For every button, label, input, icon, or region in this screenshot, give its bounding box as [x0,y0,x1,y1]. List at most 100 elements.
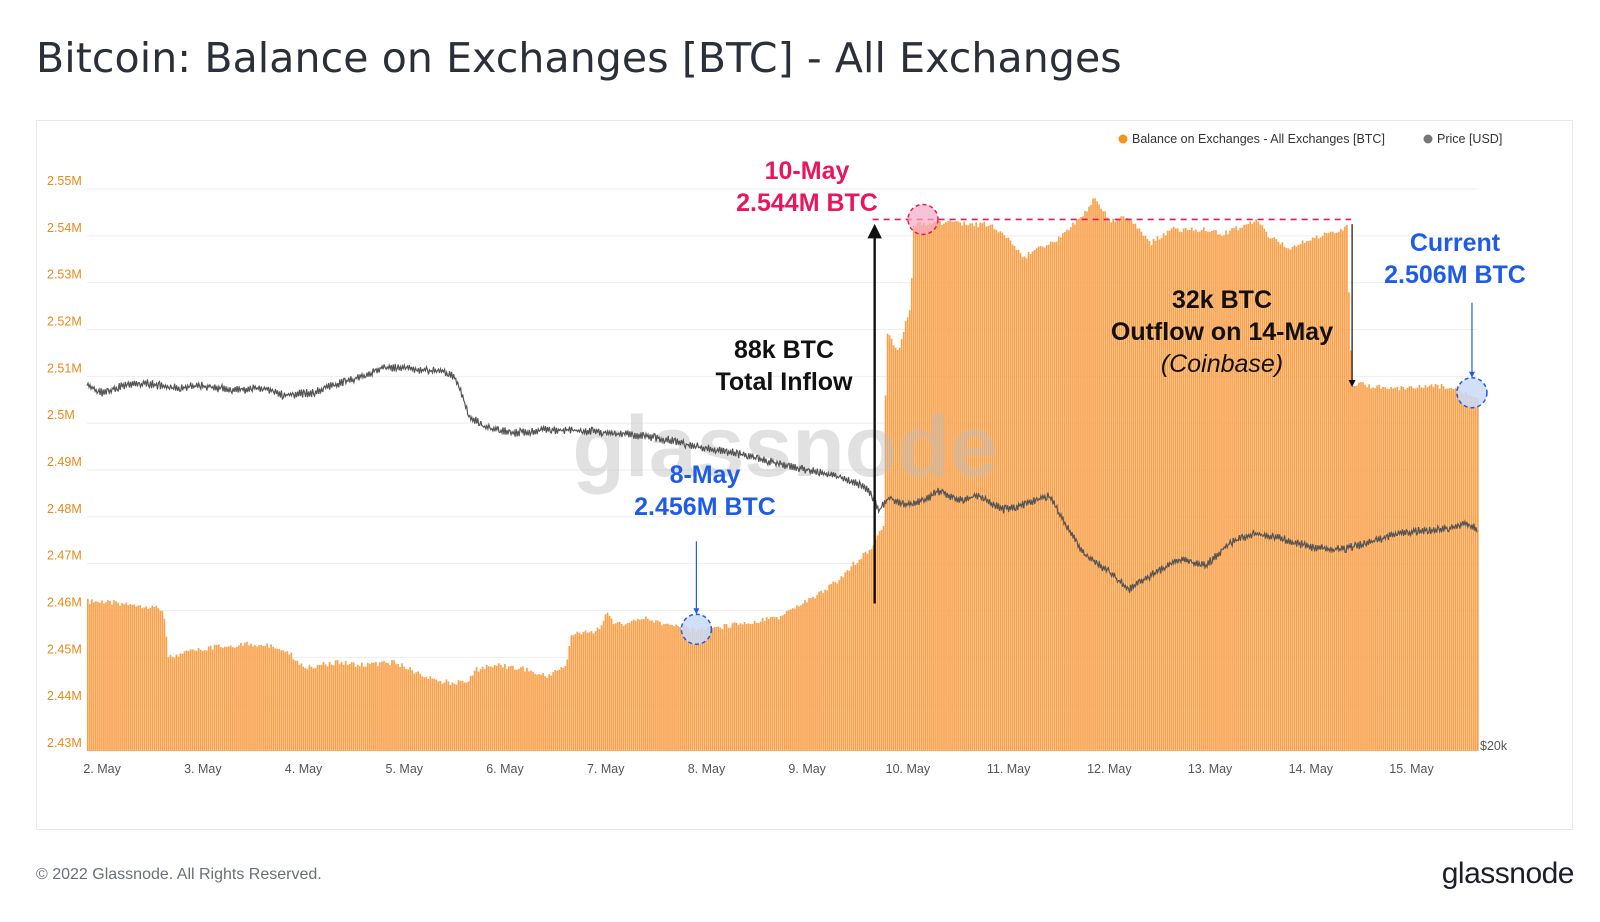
balance-bar [175,654,178,751]
balance-bar [475,666,478,751]
balance-bar [1152,238,1155,751]
balance-bar [1237,230,1239,752]
balance-bar [1245,224,1247,752]
balance-bar [590,631,593,751]
balance-bar [294,660,297,751]
balance-bar [578,632,581,751]
balance-bar [1247,223,1250,752]
balance-bar [872,545,875,751]
y-tick-label: 2.46M [47,596,82,610]
balance-bar [282,650,285,751]
x-tick-label: 15. May [1389,762,1434,776]
balance-bar [691,627,694,751]
balance-bar [391,660,393,751]
balance-bar [465,682,468,751]
balance-bar [300,663,303,751]
balance-bar [842,577,845,751]
balance-bar [1338,232,1340,751]
balance-bar [272,646,274,751]
balance-bar [864,551,867,751]
x-tick-label: 8. May [688,762,726,776]
balance-bar [558,669,561,751]
balance-bar [1442,386,1445,751]
balance-bar [725,623,728,751]
balance-bar [943,223,945,751]
peak-annotation-value: 2.544M BTC [736,189,878,217]
balance-bar [1424,385,1427,751]
balance-bar [1106,217,1108,751]
y-tick-label: 2.54M [47,221,82,235]
x-tick-label: 7. May [587,762,625,776]
balance-bar [975,222,978,752]
balance-bar [127,605,129,751]
balance-bar [508,666,510,751]
balance-bar [868,550,871,751]
balance-bar [1112,218,1115,752]
balance-bar [1390,386,1393,751]
balance-bar [1194,229,1197,752]
x-axis-ticks: 2. May 3. May 4. May 5. May 6. May 7. May 8. M… [83,762,1434,776]
balance-bar [1277,241,1280,751]
balance-bar [1144,235,1147,751]
balance-bar [1386,388,1389,751]
balance-bar [649,620,651,751]
balance-bar [1301,240,1304,751]
balance-bar [360,662,363,751]
balance-bar [433,678,436,751]
balance-bar [981,223,984,751]
balance-bar [701,627,704,751]
balance-bar [542,673,544,751]
balance-bar [866,553,869,751]
balance-bar [1178,231,1181,751]
current-marker-circle [1456,376,1488,409]
balance-bar [211,649,214,751]
balance-bar [1340,228,1342,752]
balance-bar [600,625,603,751]
balance-bars [87,198,1479,752]
outflow-annotation-amount: 32k BTC [1172,286,1272,314]
balance-bar [1432,386,1435,751]
balance-bar [1009,240,1012,751]
balance-bar [1007,237,1010,751]
balance-bar [850,566,853,751]
balance-bar [1388,389,1391,751]
balance-bar [870,549,873,751]
balance-bar [228,646,230,751]
balance-bar [1360,382,1362,751]
balance-bar [415,672,418,751]
balance-bar [310,666,313,751]
balance-bar [1344,226,1346,751]
balance-bar [1285,248,1288,752]
balance-bar [997,232,1000,751]
balance-bar [197,647,200,751]
balance-bar [947,221,949,751]
y-axis-ticks: 2.43M 2.44M 2.45M 2.46M 2.47M 2.48M 2.49M 2.5M 2… [47,174,82,750]
balance-bar [1092,198,1094,752]
balance-bar [963,221,965,751]
balance-bar [385,662,387,751]
balance-bar [1364,384,1366,751]
balance-bar [1462,394,1465,751]
balance-bar [419,673,422,751]
balance-bar [892,345,895,751]
balance-bar [159,610,162,751]
balance-bar [358,666,361,751]
balance-bar [510,665,512,751]
balance-bar [336,659,339,751]
balance-bar [332,665,335,751]
balance-bar [427,678,430,751]
balance-bar [1082,216,1084,752]
balance-bar [173,657,176,751]
balance-bar [512,665,514,751]
balance-bar [155,605,158,751]
balance-bar [238,645,240,751]
balance-bar [457,680,460,751]
balance-bar [375,661,377,751]
balance-bar [97,601,99,751]
balance-bar [1235,226,1237,752]
balance-bar [822,593,824,751]
legend-marker-balance [1118,134,1128,144]
balance-bar [697,628,700,751]
balance-bar [1168,230,1171,751]
balance-bar [467,681,470,751]
